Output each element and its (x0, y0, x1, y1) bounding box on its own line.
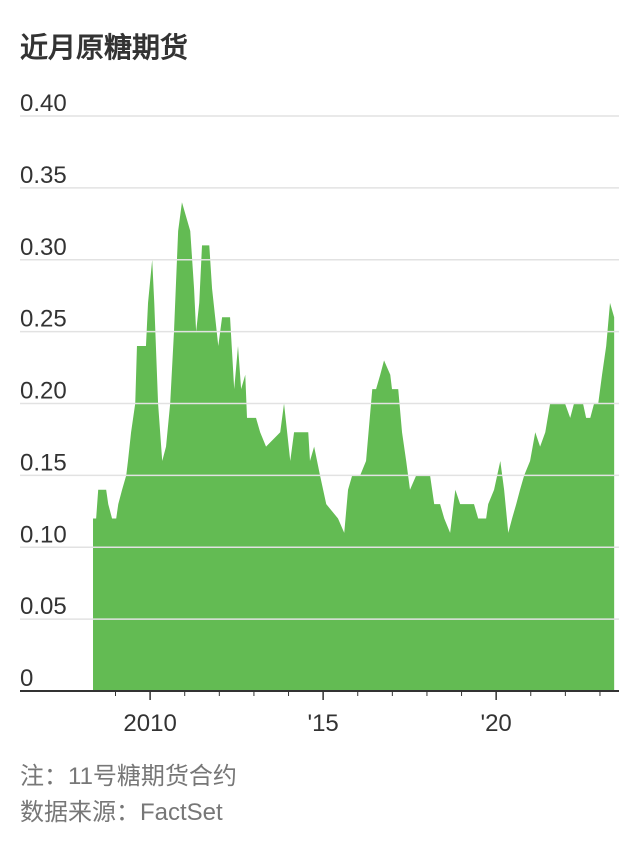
x-tick-label: '15 (307, 710, 338, 737)
y-tick-label: 0.05 (20, 593, 67, 620)
y-tick-label: 0 (20, 665, 33, 692)
chart-title: 近月原糖期货 (20, 31, 188, 63)
source: 数据来源：FactSet (20, 799, 223, 826)
area (93, 202, 615, 691)
note: 注：11号糖期货合约 (20, 763, 237, 790)
y-tick-label: 0.20 (20, 378, 67, 405)
y-tick-label: 0.40 (20, 90, 67, 117)
y-tick-label: 0.10 (20, 521, 67, 548)
y-tick-label: 0.15 (20, 449, 67, 476)
y-tick-label: 0.25 (20, 306, 67, 333)
x-tick-label: '20 (481, 710, 512, 737)
y-tick-label: 0.35 (20, 162, 67, 189)
x-tick-label: 2010 (123, 710, 176, 737)
y-tick-label: 0.30 (20, 234, 67, 261)
